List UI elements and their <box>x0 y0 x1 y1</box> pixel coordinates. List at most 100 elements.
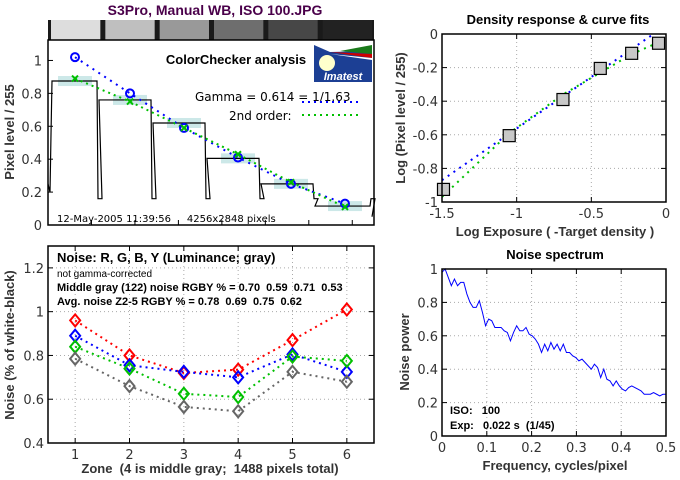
strip-patch <box>105 20 155 40</box>
strip-patch <box>159 20 209 40</box>
gamma-marker <box>179 122 189 133</box>
noise-xtick-label: 5 <box>288 448 296 463</box>
spectrum-ytick-label: 1 <box>430 263 438 278</box>
strip-patch <box>268 20 318 40</box>
density-ylabel: Log (Pixel level / 255) <box>393 52 408 184</box>
noise-marker-B <box>286 346 299 362</box>
pixel-ytick-label: 0.2 <box>21 186 42 201</box>
density-point <box>556 92 570 107</box>
density-ytick-label: 0 <box>430 28 438 43</box>
strip-patch <box>214 20 264 40</box>
noise-ytick-label: 0.4 <box>23 437 44 452</box>
pixel-ytick-label: 0.4 <box>21 153 42 168</box>
noise-spectrum-frame <box>441 268 667 437</box>
colorchecker-title: ColorChecker analysis <box>166 52 306 67</box>
spectrum-xtick-label: 0.3 <box>566 441 587 456</box>
noise-marker-Y <box>68 351 82 367</box>
noise-spectrum-line <box>441 268 666 397</box>
gamma-marker <box>286 178 296 189</box>
strip-patch <box>322 20 372 40</box>
noise-frame <box>47 245 375 444</box>
density-ytick-label: -1 <box>425 196 438 211</box>
noise-xlabel: Zone (4 is middle gray; 1488 pixels tota… <box>81 461 338 476</box>
spectrum-ytick-label: 0 <box>430 430 438 445</box>
spectrum-xtick-label: 0.1 <box>476 441 497 456</box>
density-xtick-label: -0.5 <box>579 207 604 222</box>
spectrum-xtick-label: 0.5 <box>656 441 677 456</box>
density-xtick-label: 0 <box>662 207 670 222</box>
spectrum-xtick-label: 0.2 <box>521 441 542 456</box>
pixel-ytick-label: 0 <box>34 219 42 234</box>
noise-series-R <box>74 308 348 374</box>
noise-annotation-1: not gamma-corrected <box>57 269 152 280</box>
density-point <box>502 129 516 143</box>
second-order-marker <box>180 124 188 132</box>
iso-annotation: ISO: 100 <box>450 405 500 417</box>
noise-ytick-label: 1.2 <box>23 262 44 277</box>
density-point <box>436 182 451 196</box>
noise-spectrum-ylabel: Noise power <box>397 313 412 390</box>
noise-ylabel: Noise (% of white-black) <box>2 270 17 420</box>
noise-marker-B <box>177 364 191 380</box>
noise-marker-R <box>68 312 82 328</box>
density-ytick-label: -0.6 <box>413 129 438 144</box>
spectrum-xtick-label: 0.4 <box>611 441 632 456</box>
pixel-ytick-label: 0.8 <box>21 87 42 102</box>
spectrum-ytick-label: 0.8 <box>417 296 438 311</box>
second-order-marker <box>71 74 79 83</box>
second-order-marker <box>341 203 349 211</box>
noise-xtick-label: 3 <box>180 448 188 463</box>
pixel-level-ylabel: Pixel level / 255 <box>2 84 17 179</box>
noise-marker-R <box>231 362 245 378</box>
noise-marker-Y <box>286 364 299 380</box>
noise-marker-R <box>286 332 299 348</box>
noise-marker-Y <box>340 374 354 390</box>
gamma-fit-line <box>74 56 346 205</box>
exposure-annotation: Exp: 0.022 s (1/45) <box>450 420 555 432</box>
noise-ytick-label: 0.8 <box>23 349 44 364</box>
imatest-logo: Imatest <box>314 45 372 83</box>
noise-title: Noise: R, G, B, Y (Luminance; gray) <box>57 250 275 265</box>
density-point <box>651 36 666 50</box>
noise-marker-G <box>286 348 299 365</box>
noise-xtick-label: 2 <box>125 448 133 463</box>
noise-series-G <box>74 345 347 399</box>
density-fit-line <box>441 41 659 198</box>
noise-marker-G <box>340 353 354 369</box>
spectrum-ytick-label: 0.2 <box>417 397 438 412</box>
figure-title: S3Pro, Manual WB, ISO 100.JPG <box>108 2 323 18</box>
noise-spectrum-title: Noise spectrum <box>506 247 604 262</box>
spectrum-ytick-label: 0.6 <box>417 330 438 345</box>
logo-text: Imatest <box>324 71 364 83</box>
density-xtick-label: -1 <box>510 207 523 222</box>
spectrum-xtick-label: 0 <box>438 441 446 456</box>
gamma-marker <box>70 52 80 63</box>
noise-annotation-3: Avg. noise Z2-5 RGBY % = 0.78 0.69 0.75 … <box>57 296 302 308</box>
capture-info: 12-May-2005 11:39:56 4256x2848 pixels <box>57 214 276 225</box>
density-ytick-label: -0.8 <box>413 162 438 177</box>
density-xlabel: Log Exposure ( -Target density ) <box>456 224 654 239</box>
density-ytick-label: -0.4 <box>413 95 438 110</box>
noise-xtick-label: 1 <box>71 448 79 463</box>
noise-xtick-label: 6 <box>343 448 351 463</box>
density-xtick-label: -1.5 <box>429 207 454 222</box>
noise-marker-Y <box>123 378 136 394</box>
density-panel: Density response & curve fits -1.5 -1 -0.5… <box>393 12 670 239</box>
density-title: Density response & curve fits <box>467 12 650 27</box>
grayscale-strip <box>48 20 374 40</box>
noise-series-B <box>74 334 348 379</box>
noise-marker-Y <box>231 403 245 419</box>
gamma-legend-label: Gamma = 0.614 = 1/1.63 <box>195 90 351 104</box>
noise-marker-G <box>231 389 245 405</box>
strip-patch <box>51 20 101 40</box>
density-fit-line <box>441 34 652 181</box>
pixel-ytick-label: 1 <box>34 54 42 69</box>
noise-marker-G <box>123 361 136 377</box>
noise-marker-B <box>123 357 136 373</box>
noise-spectrum-xlabel: Frequency, cycles/pixel <box>483 458 628 473</box>
second-order-fit-line <box>74 77 346 208</box>
pixel-level-panel: 0 0.2 0.4 0.6 0.8 1 Pixel level / 255 ColorCh… <box>2 20 376 234</box>
noise-series-Y <box>74 357 348 413</box>
second-order-marker <box>126 97 134 106</box>
